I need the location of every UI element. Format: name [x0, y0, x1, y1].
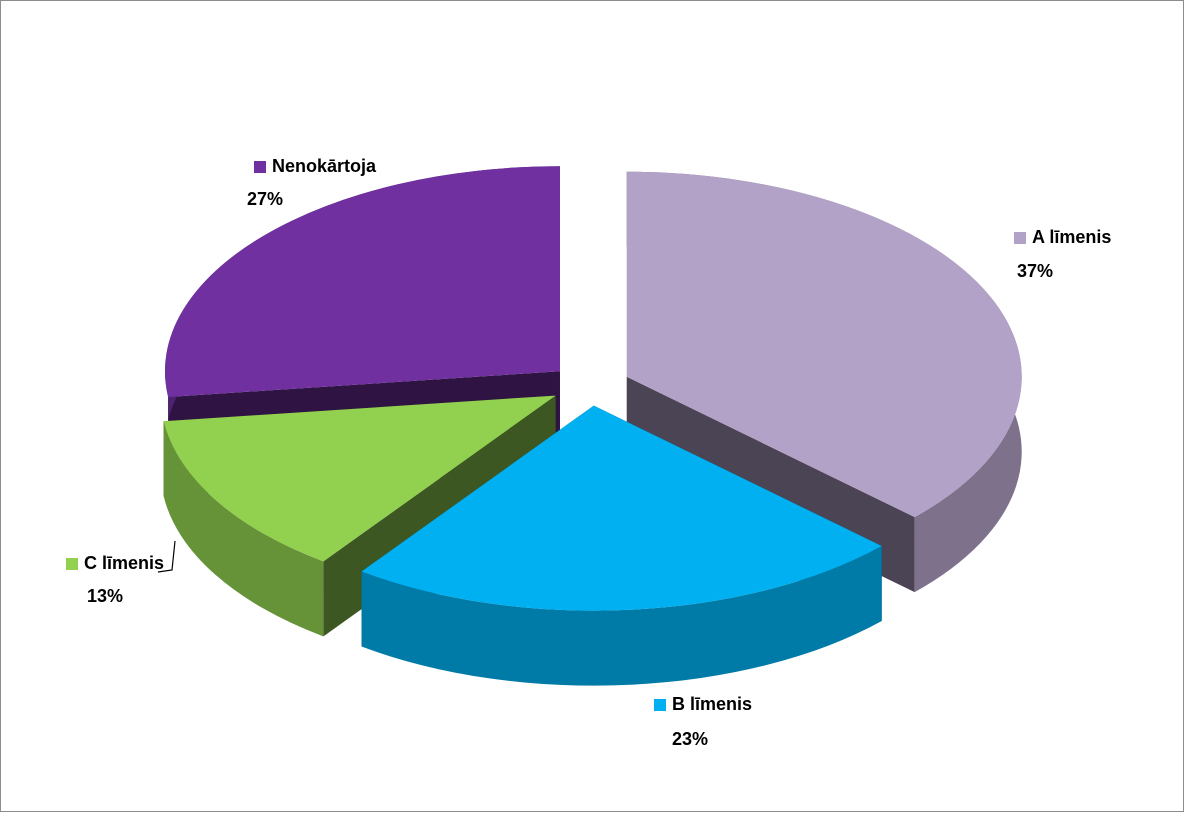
value-label: 37% [1017, 261, 1053, 281]
value-label: 13% [87, 586, 123, 606]
value-label: 23% [672, 729, 708, 749]
slice [164, 166, 560, 397]
value-label: 27% [247, 189, 283, 209]
slice-wall [163, 421, 324, 637]
leader-line [157, 540, 176, 573]
legend-marker [654, 699, 666, 711]
slice [163, 395, 556, 562]
legend-marker [1014, 232, 1026, 244]
slice [626, 171, 1022, 518]
category-label: C līmenis [84, 553, 164, 573]
legend-marker [254, 161, 266, 173]
slice-wall [361, 545, 882, 686]
category-label: Nenokārtoja [272, 156, 377, 176]
category-label: A līmenis [1032, 227, 1111, 247]
legend-marker [66, 558, 78, 570]
category-label: B līmenis [672, 694, 752, 714]
slice [361, 405, 882, 611]
